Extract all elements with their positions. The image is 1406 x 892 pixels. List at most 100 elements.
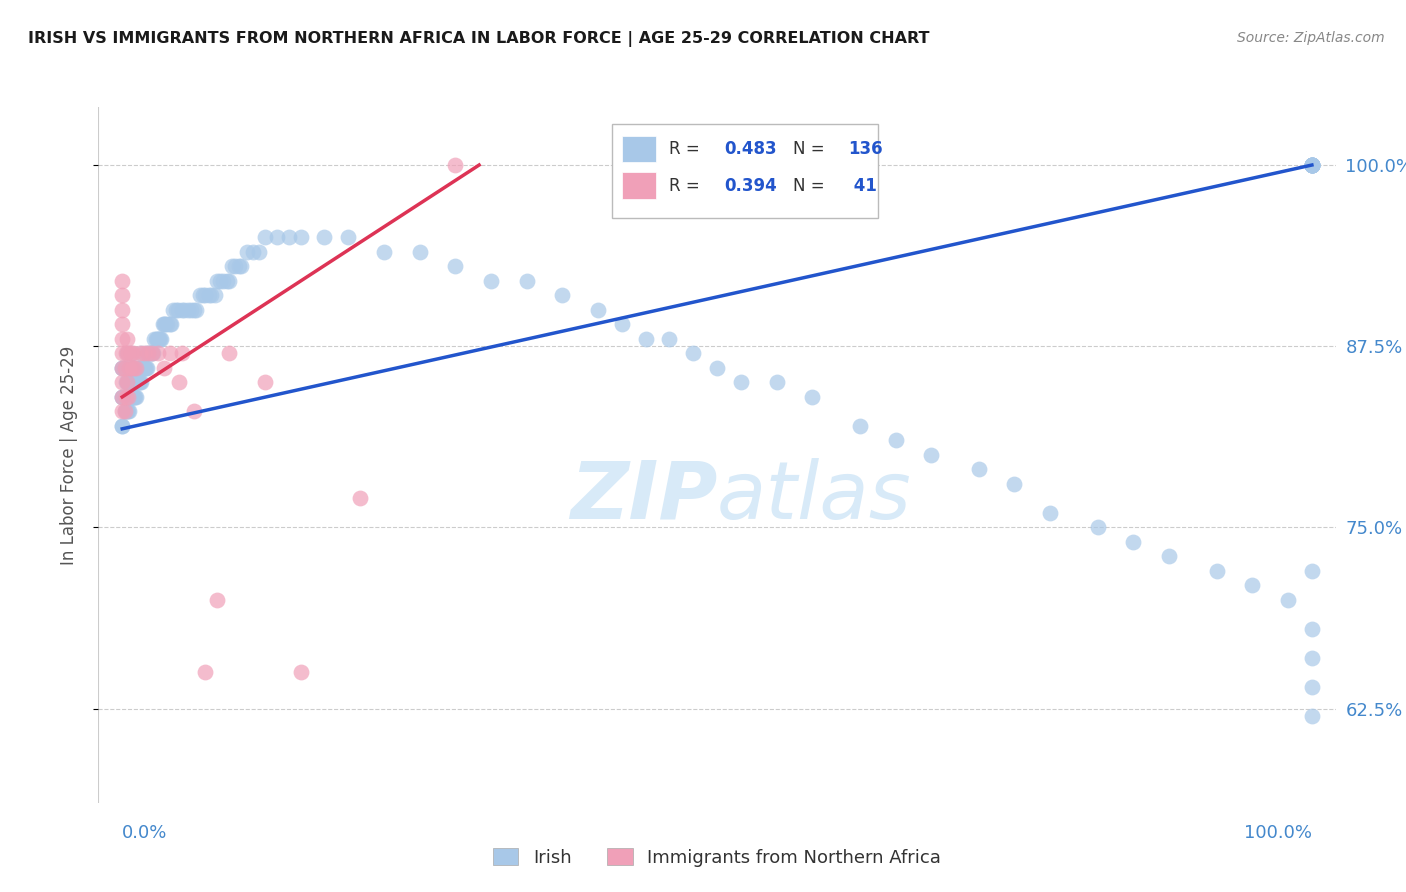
FancyBboxPatch shape: [621, 172, 657, 199]
Point: [128, 376, 150, 390]
Point: [125, 361, 148, 376]
Point: [1301, 680, 1323, 694]
Point: [610, 318, 633, 332]
Point: [120, 390, 142, 404]
Point: [1301, 158, 1323, 172]
Point: [1122, 535, 1144, 549]
Point: [1301, 158, 1323, 172]
Point: [194, 288, 217, 302]
Point: [183, 303, 205, 318]
Text: Source: ZipAtlas.com: Source: ZipAtlas.com: [1237, 31, 1385, 45]
Point: [124, 390, 146, 404]
FancyBboxPatch shape: [621, 136, 657, 162]
Point: [173, 303, 195, 318]
Point: [188, 288, 211, 302]
Point: [1301, 158, 1323, 172]
Point: [194, 665, 217, 680]
Point: [115, 404, 138, 418]
Point: [167, 303, 190, 318]
Point: [1205, 564, 1227, 578]
Point: [160, 318, 183, 332]
Point: [114, 346, 136, 360]
Point: [139, 346, 162, 360]
Point: [277, 230, 299, 244]
Point: [111, 288, 134, 302]
Point: [114, 404, 136, 418]
Text: N =: N =: [793, 177, 830, 194]
Text: IRISH VS IMMIGRANTS FROM NORTHERN AFRICA IN LABOR FORCE | AGE 25-29 CORRELATION : IRISH VS IMMIGRANTS FROM NORTHERN AFRICA…: [28, 31, 929, 47]
Point: [141, 346, 163, 360]
Text: 100.0%: 100.0%: [1244, 823, 1312, 842]
Text: N =: N =: [793, 140, 830, 158]
Point: [221, 260, 243, 274]
Point: [111, 361, 134, 376]
FancyBboxPatch shape: [612, 124, 877, 219]
Point: [920, 448, 942, 462]
Point: [153, 361, 176, 376]
Point: [120, 346, 142, 360]
Point: [118, 404, 141, 418]
Point: [111, 361, 134, 376]
Point: [111, 404, 134, 418]
Point: [132, 346, 155, 360]
Point: [125, 361, 148, 376]
Point: [146, 346, 169, 360]
Point: [849, 419, 872, 434]
Point: [516, 274, 538, 288]
Point: [706, 361, 728, 376]
Point: [162, 303, 184, 318]
Point: [169, 376, 191, 390]
Point: [129, 346, 152, 360]
Point: [114, 361, 136, 376]
Point: [141, 346, 163, 360]
Point: [180, 303, 202, 318]
Point: [122, 361, 145, 376]
Point: [122, 361, 145, 376]
Point: [111, 390, 134, 404]
Point: [207, 593, 229, 607]
Text: ZIP: ZIP: [569, 458, 717, 536]
Point: [1301, 651, 1323, 665]
Point: [117, 376, 139, 390]
Point: [128, 361, 150, 376]
Point: [121, 390, 143, 404]
Point: [682, 346, 704, 360]
Point: [135, 361, 157, 376]
Point: [967, 462, 990, 476]
Legend: Irish, Immigrants from Northern Africa: Irish, Immigrants from Northern Africa: [486, 840, 948, 874]
Point: [1301, 158, 1323, 172]
Point: [114, 376, 136, 390]
Point: [1087, 520, 1109, 534]
Point: [145, 332, 167, 346]
Text: 41: 41: [848, 177, 877, 194]
Point: [224, 260, 246, 274]
Point: [290, 665, 312, 680]
Point: [479, 274, 502, 288]
Point: [231, 260, 253, 274]
Y-axis label: In Labor Force | Age 25-29: In Labor Force | Age 25-29: [59, 345, 77, 565]
Point: [373, 245, 395, 260]
Point: [117, 404, 139, 418]
Point: [115, 376, 138, 390]
Point: [159, 346, 181, 360]
Point: [1301, 158, 1323, 172]
Point: [134, 361, 156, 376]
Point: [129, 361, 152, 376]
Point: [117, 346, 139, 360]
Point: [1277, 593, 1299, 607]
Point: [122, 346, 145, 360]
Point: [135, 346, 157, 360]
Point: [142, 346, 165, 360]
Point: [253, 376, 276, 390]
Text: 136: 136: [848, 140, 883, 158]
Point: [337, 230, 360, 244]
Point: [150, 332, 173, 346]
Point: [1004, 476, 1026, 491]
Point: [156, 318, 179, 332]
Text: R =: R =: [669, 177, 704, 194]
Point: [236, 245, 259, 260]
Point: [658, 332, 681, 346]
Point: [136, 361, 159, 376]
Point: [228, 260, 250, 274]
Point: [183, 404, 205, 418]
